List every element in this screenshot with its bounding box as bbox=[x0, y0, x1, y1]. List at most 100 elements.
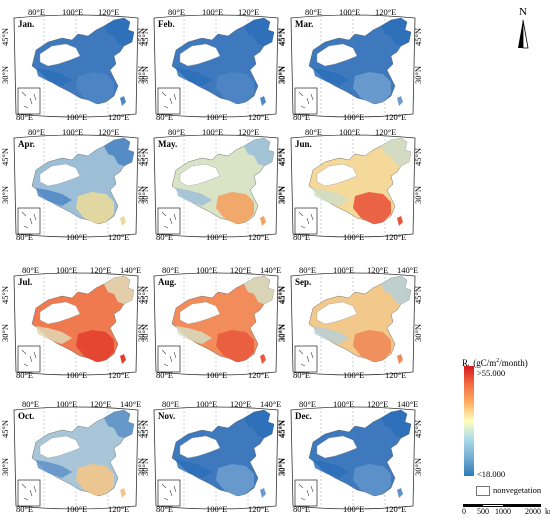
map-panel-sep: Sep. 80°E 100°E 120°E 140°E 80°E 100°E 120°E 45°… bbox=[277, 265, 423, 380]
lon-tick-bottom: 100°E bbox=[206, 370, 228, 380]
lon-tick-bottom: 100°E bbox=[343, 232, 365, 242]
island bbox=[120, 216, 126, 226]
region-south bbox=[353, 464, 391, 496]
nonvegetation-area bbox=[39, 435, 81, 459]
lon-tick-top: 100°E bbox=[339, 127, 361, 137]
lon-tick-top: 120°E bbox=[367, 399, 389, 409]
map-panel-may: May. 80°E 100°E 120°E 80°E 100°E 120°E 45°N 45°N… bbox=[140, 127, 286, 242]
region-northeast bbox=[381, 410, 411, 438]
month-label: Nov. bbox=[158, 411, 176, 421]
map-panel-jun: Jun. 80°E 100°E 120°E 80°E 100°E 120°E 45°N 45°N… bbox=[277, 127, 423, 242]
china-map bbox=[171, 409, 275, 498]
map-svg bbox=[290, 272, 416, 376]
region-south bbox=[216, 464, 254, 496]
north-arrow: N bbox=[510, 6, 540, 50]
map-svg bbox=[153, 14, 279, 118]
lon-tick-bottom: 100°E bbox=[66, 370, 88, 380]
lon-tick-bottom: 80°E bbox=[156, 112, 174, 122]
map-panel-apr: Apr. 80°E 100°E 120°E 80°E 100°E 120°E 45°N 45°N… bbox=[0, 127, 146, 242]
map-panel-jan: Jan. 80°E 100°E 120°E 80°E 100°E 120°E 45°N 45°N… bbox=[0, 7, 146, 122]
region-plateau bbox=[313, 326, 349, 344]
lat-tick-left: 30°N bbox=[277, 323, 288, 343]
nonvegetation-area bbox=[179, 163, 221, 187]
island bbox=[397, 354, 403, 364]
lat-tick-right: 30°N bbox=[413, 185, 424, 205]
north-arrow-icon bbox=[518, 19, 529, 49]
lat-tick-left: 45°N bbox=[277, 147, 288, 167]
china-map bbox=[308, 409, 412, 498]
south-sea-inset bbox=[17, 479, 41, 507]
island bbox=[397, 216, 403, 226]
lat-tick-left: 30°N bbox=[140, 457, 151, 477]
scale-unit: km bbox=[545, 507, 550, 516]
month-label: Sep. bbox=[295, 277, 312, 287]
island bbox=[260, 354, 266, 364]
inset-islands bbox=[298, 483, 314, 501]
lon-tick-bottom: 120°E bbox=[248, 504, 270, 514]
inset-islands bbox=[161, 483, 177, 501]
map-panel-aug: Aug. 80°E 100°E 120°E 140°E 80°E 100°E 120°E 45°… bbox=[140, 265, 286, 380]
region-plateau bbox=[176, 68, 212, 86]
region-plateau bbox=[313, 68, 349, 86]
region-south bbox=[216, 330, 254, 362]
china-map bbox=[308, 275, 412, 364]
nonvegetation-area bbox=[39, 301, 81, 325]
inset-islands bbox=[21, 483, 37, 501]
lat-tick-left: 30°N bbox=[140, 65, 151, 85]
lat-tick-left: 45°N bbox=[140, 147, 151, 167]
lon-tick-top: 120°E bbox=[367, 265, 389, 275]
lon-tick-top: 100°E bbox=[62, 127, 84, 137]
lat-tick-left: 30°N bbox=[0, 65, 11, 85]
south-sea-inset bbox=[157, 345, 181, 373]
region-south bbox=[353, 330, 391, 362]
lon-tick-bottom: 120°E bbox=[248, 112, 270, 122]
lon-tick-bottom: 100°E bbox=[66, 504, 88, 514]
lon-tick-top: 120°E bbox=[375, 7, 397, 17]
region-northeast bbox=[381, 18, 411, 46]
region-south bbox=[353, 192, 391, 224]
lon-tick-top: 120°E bbox=[230, 265, 252, 275]
lon-tick-top: 100°E bbox=[333, 265, 355, 275]
map-svg bbox=[153, 406, 279, 510]
south-sea-inset bbox=[157, 87, 181, 115]
lat-tick-left: 30°N bbox=[277, 185, 288, 205]
lon-tick-bottom: 120°E bbox=[248, 232, 270, 242]
lon-tick-top: 120°E bbox=[238, 127, 260, 137]
region-northeast bbox=[104, 410, 134, 438]
lon-tick-top: 140°E bbox=[260, 265, 282, 275]
region-south bbox=[76, 330, 114, 362]
scale-label-2000: 2000 bbox=[525, 507, 541, 516]
china-map bbox=[31, 17, 135, 106]
island bbox=[260, 488, 266, 498]
lat-tick-left: 45°N bbox=[140, 419, 151, 439]
month-label: Jul. bbox=[18, 277, 33, 287]
lon-tick-bottom: 100°E bbox=[206, 112, 228, 122]
lon-tick-top: 80°E bbox=[299, 399, 317, 409]
map-panel-mar: Mar. 80°E 100°E 120°E 80°E 100°E 120°E 45°N 45°N… bbox=[277, 7, 423, 122]
island bbox=[120, 488, 126, 498]
lat-tick-right: 45°N bbox=[413, 27, 424, 47]
inset-islands bbox=[21, 91, 37, 109]
map-svg bbox=[13, 14, 139, 118]
map-svg bbox=[153, 272, 279, 376]
lat-tick-right: 45°N bbox=[413, 285, 424, 305]
region-south bbox=[353, 72, 391, 104]
map-svg bbox=[13, 406, 139, 510]
lon-tick-bottom: 100°E bbox=[66, 232, 88, 242]
map-svg bbox=[13, 272, 139, 376]
lon-tick-top: 120°E bbox=[375, 127, 397, 137]
scale-label-500: 500 bbox=[477, 507, 489, 516]
lat-tick-left: 45°N bbox=[0, 419, 11, 439]
lat-tick-left: 45°N bbox=[140, 285, 151, 305]
lon-tick-top: 80°E bbox=[162, 399, 180, 409]
lon-tick-top: 120°E bbox=[98, 7, 120, 17]
lon-tick-bottom: 100°E bbox=[66, 112, 88, 122]
map-panel-dec: Dec. 80°E 100°E 120°E 140°E 80°E 100°E 120°E 45°… bbox=[277, 399, 423, 514]
scale-seg-2 bbox=[483, 504, 503, 507]
region-northeast bbox=[104, 138, 134, 166]
lat-tick-right: 30°N bbox=[413, 457, 424, 477]
inset-islands bbox=[161, 91, 177, 109]
lon-tick-bottom: 100°E bbox=[343, 112, 365, 122]
nonvegetation-area bbox=[39, 43, 81, 67]
lat-tick-left: 45°N bbox=[0, 147, 11, 167]
